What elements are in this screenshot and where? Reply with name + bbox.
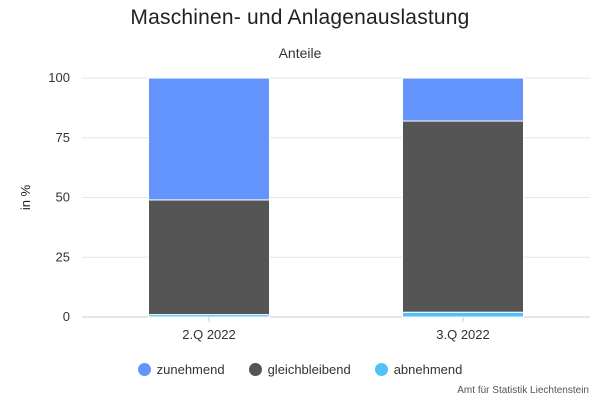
legend: zunehmend gleichbleibend abnehmend <box>0 362 600 377</box>
y-tick-label: 75 <box>56 130 70 145</box>
y-tick-label: 25 <box>56 249 70 264</box>
legend-label: zunehmend <box>156 362 225 377</box>
x-tick-label: 2.Q 2022 <box>182 327 236 342</box>
x-tick-label: 3.Q 2022 <box>436 327 490 342</box>
bar-zunehmend-2[interactable] <box>402 77 524 122</box>
legend-label: abnehmend <box>393 362 463 377</box>
y-tick-label: 0 <box>63 309 70 324</box>
bar-abnehmend-2[interactable] <box>402 311 524 318</box>
axes: 0 25 50 75 100 2.Q 2022 3.Q 2022 <box>48 70 489 342</box>
legend-marker <box>248 363 262 376</box>
legend-item-zunehmend[interactable]: zunehmend <box>137 362 225 377</box>
chart-subtitle: Anteile <box>278 45 322 61</box>
chart-title: Maschinen- und Anlagenauslastung <box>130 6 470 29</box>
legend-marker <box>374 363 388 376</box>
y-tick-label: 50 <box>56 190 70 205</box>
legend-marker <box>137 363 151 376</box>
y-tick-label: 100 <box>48 70 70 85</box>
bar-gleichbleibend-2[interactable] <box>402 120 524 313</box>
legend-item-abnehmend[interactable]: abnehmend <box>374 362 463 377</box>
legend-item-gleichbleibend[interactable]: gleichbleibend <box>248 362 351 377</box>
legend-label: gleichbleibend <box>267 362 351 377</box>
bar-gleichbleibend-1[interactable] <box>148 199 270 316</box>
credit-text: Amt für Statistik Liechtenstein <box>457 385 589 396</box>
bar-zunehmend-1[interactable] <box>148 77 270 201</box>
y-axis-label: in % <box>18 184 33 210</box>
bars <box>148 77 524 318</box>
